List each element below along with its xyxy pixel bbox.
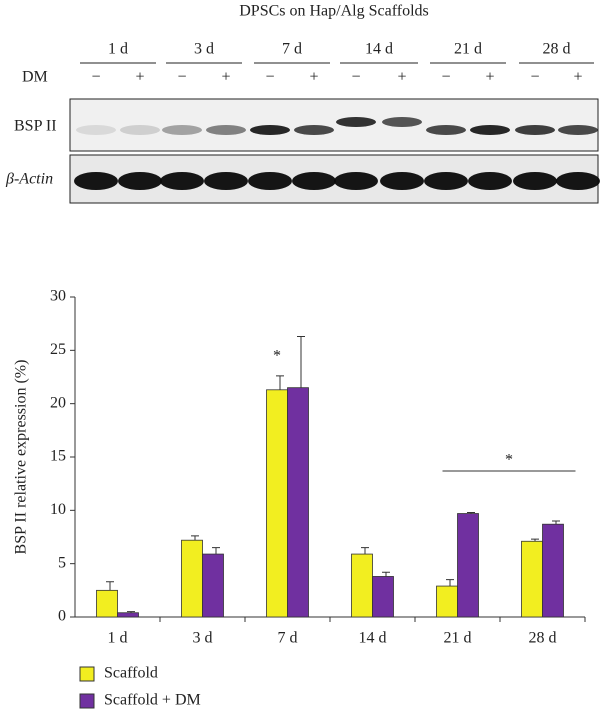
error-bar xyxy=(552,520,560,525)
band xyxy=(468,172,512,190)
dm-sign: − xyxy=(265,69,274,86)
timepoint-label: 21 d xyxy=(454,41,482,58)
band xyxy=(120,125,160,135)
band xyxy=(334,172,378,190)
x-tick-label: 14 d xyxy=(359,630,387,647)
legend-label: Scaffold xyxy=(104,665,158,682)
band xyxy=(424,172,468,190)
x-tick-label: 21 d xyxy=(444,630,472,647)
timepoint-label: 1 d xyxy=(108,41,128,58)
y-tick-label: 0 xyxy=(58,608,66,625)
annotation: * xyxy=(505,452,513,469)
dm-sign: − xyxy=(530,69,539,86)
blot-title: DPSCs on Hap/Alg Scaffolds xyxy=(239,3,429,20)
bar xyxy=(351,553,373,618)
timepoint-label: 14 d xyxy=(365,41,393,58)
timepoint-label: 28 d xyxy=(543,41,571,58)
band xyxy=(294,125,334,135)
y-axis-label: BSP II relative expression (%) xyxy=(13,360,30,555)
dm-sign: + xyxy=(221,69,230,86)
blot-panel xyxy=(69,98,599,152)
dm-sign: + xyxy=(573,69,582,86)
annotation: * xyxy=(273,348,281,365)
band xyxy=(513,172,557,190)
y-tick-label: 15 xyxy=(50,448,66,465)
dm-sign: + xyxy=(485,69,494,86)
dm-sign: + xyxy=(309,69,318,86)
band xyxy=(470,125,510,135)
bar xyxy=(202,553,224,618)
y-tick-label: 20 xyxy=(50,394,66,411)
legend-swatch xyxy=(79,693,95,709)
bar xyxy=(287,387,309,618)
x-tick-label: 7 d xyxy=(278,630,298,647)
x-tick-label: 3 d xyxy=(193,630,213,647)
error-bar xyxy=(382,571,390,577)
legend-label: Scaffold + DM xyxy=(104,692,201,709)
band xyxy=(74,172,118,190)
error-bar xyxy=(127,611,135,613)
x-tick-label: 28 d xyxy=(529,630,557,647)
y-tick-label: 10 xyxy=(50,501,66,518)
error-bar xyxy=(191,535,199,541)
dm-sign: − xyxy=(441,69,450,86)
error-bar xyxy=(361,547,369,555)
bar xyxy=(96,589,118,618)
bar xyxy=(266,389,288,618)
error-bar xyxy=(446,579,454,587)
legend-swatch xyxy=(79,666,95,682)
dm-sign: − xyxy=(91,69,100,86)
dm-sign: − xyxy=(351,69,360,86)
band xyxy=(204,172,248,190)
bar xyxy=(181,539,203,618)
band xyxy=(336,117,376,127)
treatment-label: DM xyxy=(22,69,48,86)
error-bar xyxy=(276,375,284,390)
y-tick-label: 25 xyxy=(50,341,66,358)
band xyxy=(382,117,422,127)
band xyxy=(118,172,162,190)
error-bar xyxy=(212,547,220,555)
dm-sign: + xyxy=(397,69,406,86)
band xyxy=(558,125,598,135)
error-bar xyxy=(531,538,539,542)
bar xyxy=(542,523,564,618)
timepoint-label: 7 d xyxy=(282,41,302,58)
band xyxy=(76,125,116,135)
dm-sign: + xyxy=(135,69,144,86)
row-label: BSP II xyxy=(14,118,57,135)
timepoint-label: 3 d xyxy=(194,41,214,58)
band xyxy=(206,125,246,135)
bar xyxy=(117,612,139,618)
band xyxy=(248,172,292,190)
error-bar xyxy=(106,581,114,591)
band xyxy=(515,125,555,135)
band xyxy=(250,125,290,135)
band xyxy=(426,125,466,135)
error-bar xyxy=(297,335,305,388)
x-tick-label: 1 d xyxy=(108,630,128,647)
bar xyxy=(457,513,479,618)
error-bar xyxy=(467,511,475,514)
y-tick-label: 30 xyxy=(50,288,66,305)
y-tick-label: 5 xyxy=(58,554,66,571)
bar xyxy=(436,585,458,618)
band xyxy=(160,172,204,190)
band xyxy=(162,125,202,135)
band xyxy=(292,172,336,190)
bar xyxy=(372,576,394,618)
row-label: β-Actin xyxy=(5,171,53,188)
dm-sign: − xyxy=(177,69,186,86)
band xyxy=(380,172,424,190)
bar xyxy=(521,540,543,618)
band xyxy=(556,172,600,190)
